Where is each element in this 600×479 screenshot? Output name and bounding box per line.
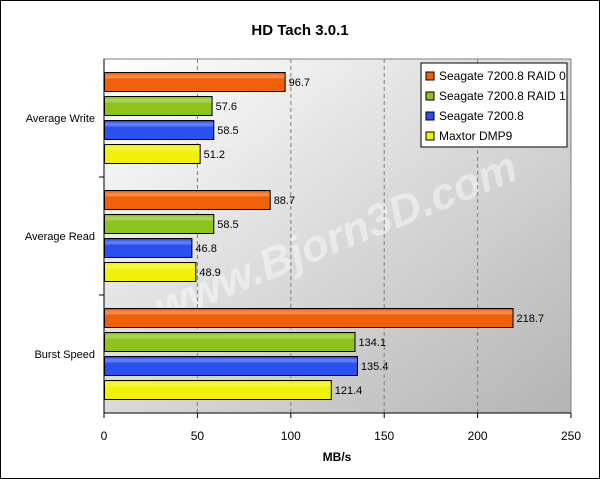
x-axis-label: MB/s [323, 450, 352, 464]
data-label: 218.7 [517, 313, 545, 325]
bar-highlight [105, 240, 192, 245]
bar-highlight [105, 216, 214, 221]
data-label: 51.2 [204, 149, 225, 161]
x-tick-label: 50 [191, 429, 205, 443]
bar-highlight [105, 98, 212, 103]
chart-title: HD Tach 3.0.1 [251, 22, 348, 39]
bar-highlight [105, 74, 285, 79]
legend-label: Seagate 7200.8 [439, 109, 524, 123]
bars [104, 72, 514, 400]
bar-highlight [105, 192, 270, 197]
data-labels: 96.757.658.551.288.758.546.848.9218.7134… [195, 77, 544, 397]
bar-highlight [105, 122, 214, 127]
data-label: 88.7 [274, 195, 295, 207]
legend-swatch [425, 131, 435, 141]
legend-label: Maxtor DMP9 [439, 129, 513, 143]
bar-highlight [105, 334, 355, 339]
data-label: 135.4 [361, 361, 389, 373]
data-label: 58.5 [217, 125, 238, 137]
category-label: Burst Speed [34, 349, 95, 361]
legend-label: Seagate 7200.8 RAID 0 [439, 69, 566, 83]
gridlines [196, 59, 479, 413]
data-label: 134.1 [358, 337, 386, 349]
data-label: 96.7 [289, 77, 310, 89]
x-tick-label: 200 [468, 429, 488, 443]
data-label: 48.9 [199, 267, 220, 279]
legend-swatch [425, 111, 435, 121]
x-tick-label: 250 [561, 429, 581, 443]
legend: Seagate 7200.8 RAID 0 Seagate 7200.8 RAID… [420, 62, 568, 148]
data-label: 46.8 [195, 243, 216, 255]
bar-highlight [105, 358, 357, 363]
data-label: 57.6 [216, 101, 237, 113]
bar-highlight [105, 264, 196, 269]
x-tick-label: 150 [374, 429, 394, 443]
legend-label: Seagate 7200.8 RAID 1 [439, 89, 566, 103]
x-tick-label: 100 [281, 429, 301, 443]
category-label: Average Write [26, 113, 95, 125]
legend-box [420, 62, 568, 148]
category-label: Average Read [25, 231, 95, 243]
legend-swatch [425, 91, 435, 101]
data-label: 121.4 [335, 385, 363, 397]
x-tick-label: 0 [101, 429, 108, 443]
data-label: 58.5 [217, 219, 238, 231]
legend-swatch [425, 71, 435, 81]
axes: 0 50 100 150 200 250 Average Write Average Read… [25, 59, 581, 443]
bar-highlight [105, 310, 513, 315]
bar-highlight [105, 146, 200, 151]
bar-highlight [105, 382, 331, 387]
